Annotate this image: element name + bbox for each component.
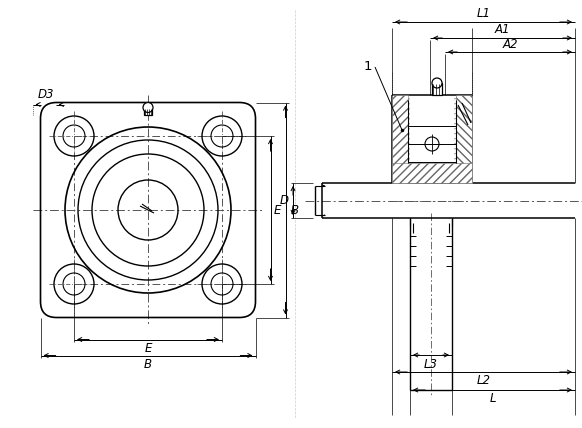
Bar bbox=[456, 95, 472, 183]
Text: L3: L3 bbox=[424, 357, 438, 371]
Text: L1: L1 bbox=[477, 6, 491, 20]
Text: L: L bbox=[489, 392, 496, 405]
Text: A1: A1 bbox=[495, 23, 510, 36]
Circle shape bbox=[432, 78, 442, 88]
Text: L2: L2 bbox=[477, 374, 491, 387]
Bar bbox=[392, 163, 472, 183]
Bar bbox=[432, 83, 442, 95]
Circle shape bbox=[143, 102, 153, 113]
Text: D3: D3 bbox=[37, 88, 54, 101]
Text: 1: 1 bbox=[364, 59, 372, 72]
Text: B: B bbox=[290, 203, 299, 217]
Bar bbox=[392, 95, 408, 183]
Bar bbox=[144, 109, 152, 115]
Text: E: E bbox=[274, 203, 281, 217]
Text: A2: A2 bbox=[502, 38, 518, 51]
Text: D: D bbox=[279, 194, 289, 207]
Text: B: B bbox=[144, 358, 152, 371]
Text: E: E bbox=[144, 342, 152, 355]
